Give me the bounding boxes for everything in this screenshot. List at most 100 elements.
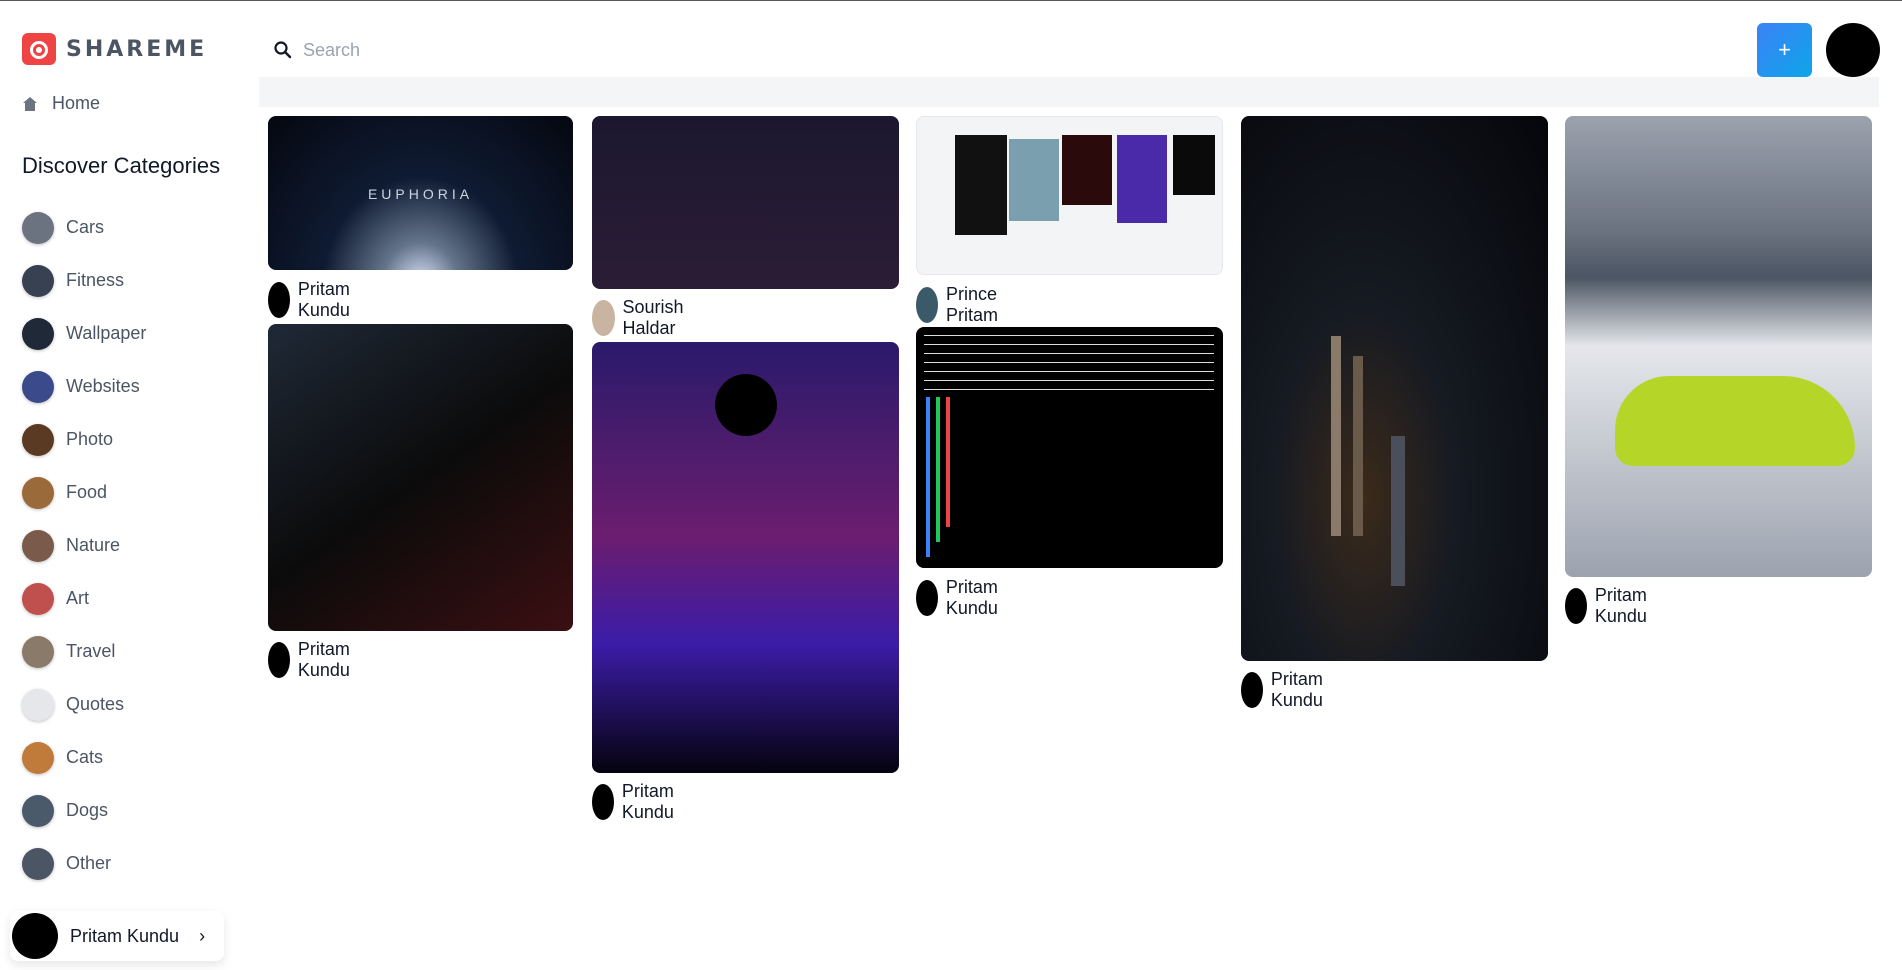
sidebar-item-label: Nature	[66, 535, 120, 556]
avatar	[916, 580, 938, 616]
pin-image-tower	[1391, 436, 1405, 586]
pin-image[interactable]	[1241, 116, 1548, 661]
pin-author-name: Pritam Kundu	[1595, 585, 1661, 627]
search-input[interactable]	[303, 40, 1703, 61]
chevron-right-icon: ›	[199, 926, 205, 947]
category-thumbnail	[22, 424, 54, 456]
sidebar-item-label: Cars	[66, 217, 104, 238]
avatar	[1241, 672, 1263, 708]
app-name: SHAREME	[66, 37, 207, 62]
sidebar-item-quotes[interactable]: Quotes	[22, 678, 146, 731]
pin-image[interactable]	[592, 342, 899, 773]
pin-author-link[interactable]: Pritam Kundu	[916, 577, 1012, 619]
user-name: Pritam Kundu	[70, 926, 179, 947]
pin-author-link[interactable]: Prince Pritam	[916, 284, 1012, 326]
sidebar-item-home[interactable]: Home	[22, 93, 100, 114]
sidebar-item-label: Other	[66, 853, 111, 874]
sidebar-item-fitness[interactable]: Fitness	[22, 254, 146, 307]
pin-image-line	[926, 397, 930, 557]
avatar	[592, 300, 615, 336]
category-list: Cars Fitness Wallpaper Websites Photo Fo…	[22, 201, 146, 890]
avatar	[1565, 588, 1587, 624]
avatar	[592, 784, 614, 820]
sidebar-item-cars[interactable]: Cars	[22, 201, 146, 254]
avatar	[916, 287, 938, 323]
sidebar-item-label: Cats	[66, 747, 103, 768]
pin-image[interactable]	[916, 327, 1223, 568]
search-bar	[259, 23, 1736, 77]
pin-image-car	[1615, 376, 1855, 466]
pin-image[interactable]	[592, 116, 899, 289]
pin-image-line	[946, 397, 950, 527]
sidebar-item-label: Photo	[66, 429, 113, 450]
sidebar-item-photo[interactable]: Photo	[22, 413, 146, 466]
sidebar-item-cats[interactable]: Cats	[22, 731, 146, 784]
pin-image-line	[936, 397, 940, 542]
pin-author-link[interactable]: Pritam Kundu	[1241, 669, 1337, 711]
sidebar-item-nature[interactable]: Nature	[22, 519, 146, 572]
pin-image-tower	[1353, 356, 1363, 536]
sidebar-item-wallpaper[interactable]: Wallpaper	[22, 307, 146, 360]
pin-image-thumb	[1117, 135, 1167, 223]
category-thumbnail	[22, 265, 54, 297]
search-icon	[273, 40, 293, 60]
category-thumbnail	[22, 848, 54, 880]
category-thumbnail	[22, 318, 54, 350]
pin-image[interactable]	[916, 116, 1223, 275]
pin-image-text: EUPHORIA	[268, 186, 573, 202]
avatar	[12, 913, 58, 959]
sidebar-item-food[interactable]: Food	[22, 466, 146, 519]
pin-image-tower	[1331, 336, 1341, 536]
pin-author-name: Pritam Kundu	[622, 781, 688, 823]
pin-image[interactable]	[1565, 116, 1872, 577]
sidebar-item-dogs[interactable]: Dogs	[22, 784, 146, 837]
category-thumbnail	[22, 583, 54, 615]
category-thumbnail	[22, 742, 54, 774]
sidebar-item-label: Food	[66, 482, 107, 503]
category-thumbnail	[22, 371, 54, 403]
camera-logo-icon	[22, 33, 56, 65]
pin-image-code	[924, 335, 1214, 395]
profile-avatar-button[interactable]	[1826, 23, 1880, 77]
pin-image-thumb	[1173, 135, 1215, 195]
pin-author-name: Pritam Kundu	[298, 279, 364, 321]
app-logo[interactable]: SHAREME	[22, 33, 207, 65]
sidebar-item-label: Dogs	[66, 800, 108, 821]
pin-author-name: Pritam Kundu	[298, 639, 364, 681]
pin-author-link[interactable]: Pritam Kundu	[268, 639, 364, 681]
sidebar-item-websites[interactable]: Websites	[22, 360, 146, 413]
pin-author-link[interactable]: Pritam Kundu	[268, 279, 364, 321]
sidebar-user-profile-link[interactable]: Pritam Kundu ›	[10, 911, 224, 961]
pin-image-moon	[715, 374, 777, 436]
sidebar-item-label: Wallpaper	[66, 323, 146, 344]
feed-top-strip	[259, 77, 1879, 107]
pin-author-link[interactable]: Pritam Kundu	[592, 781, 688, 823]
pin-author-link[interactable]: Pritam Kundu	[1565, 585, 1661, 627]
sidebar-item-label: Home	[52, 93, 100, 114]
sidebar-item-label: Fitness	[66, 270, 124, 291]
avatar	[268, 642, 290, 678]
top-bar: +	[259, 23, 1879, 77]
categories-heading: Discover Categories	[22, 153, 220, 179]
pin-image-thumb	[1062, 135, 1112, 205]
sidebar-item-other[interactable]: Other	[22, 837, 146, 890]
sidebar-item-travel[interactable]: Travel	[22, 625, 146, 678]
pin-author-name: Prince Pritam	[946, 284, 1012, 326]
sidebar-item-art[interactable]: Art	[22, 572, 146, 625]
avatar	[268, 282, 290, 318]
pin-image[interactable]: EUPHORIA	[268, 116, 573, 270]
category-thumbnail	[22, 795, 54, 827]
sidebar-item-label: Art	[66, 588, 89, 609]
pin-image-thumb	[955, 135, 1007, 235]
category-thumbnail	[22, 212, 54, 244]
pin-author-name: Sourish Haldar	[623, 297, 698, 339]
create-pin-button[interactable]: +	[1757, 23, 1812, 77]
category-thumbnail	[22, 636, 54, 668]
category-thumbnail	[22, 477, 54, 509]
pin-author-name: Pritam Kundu	[1271, 669, 1337, 711]
sidebar: SHAREME Home Discover Categories Cars Fi…	[0, 1, 250, 970]
home-icon	[22, 96, 38, 112]
pin-image-thumb	[1009, 139, 1059, 221]
pin-author-link[interactable]: Sourish Haldar	[592, 297, 697, 339]
pin-image[interactable]	[268, 324, 573, 631]
